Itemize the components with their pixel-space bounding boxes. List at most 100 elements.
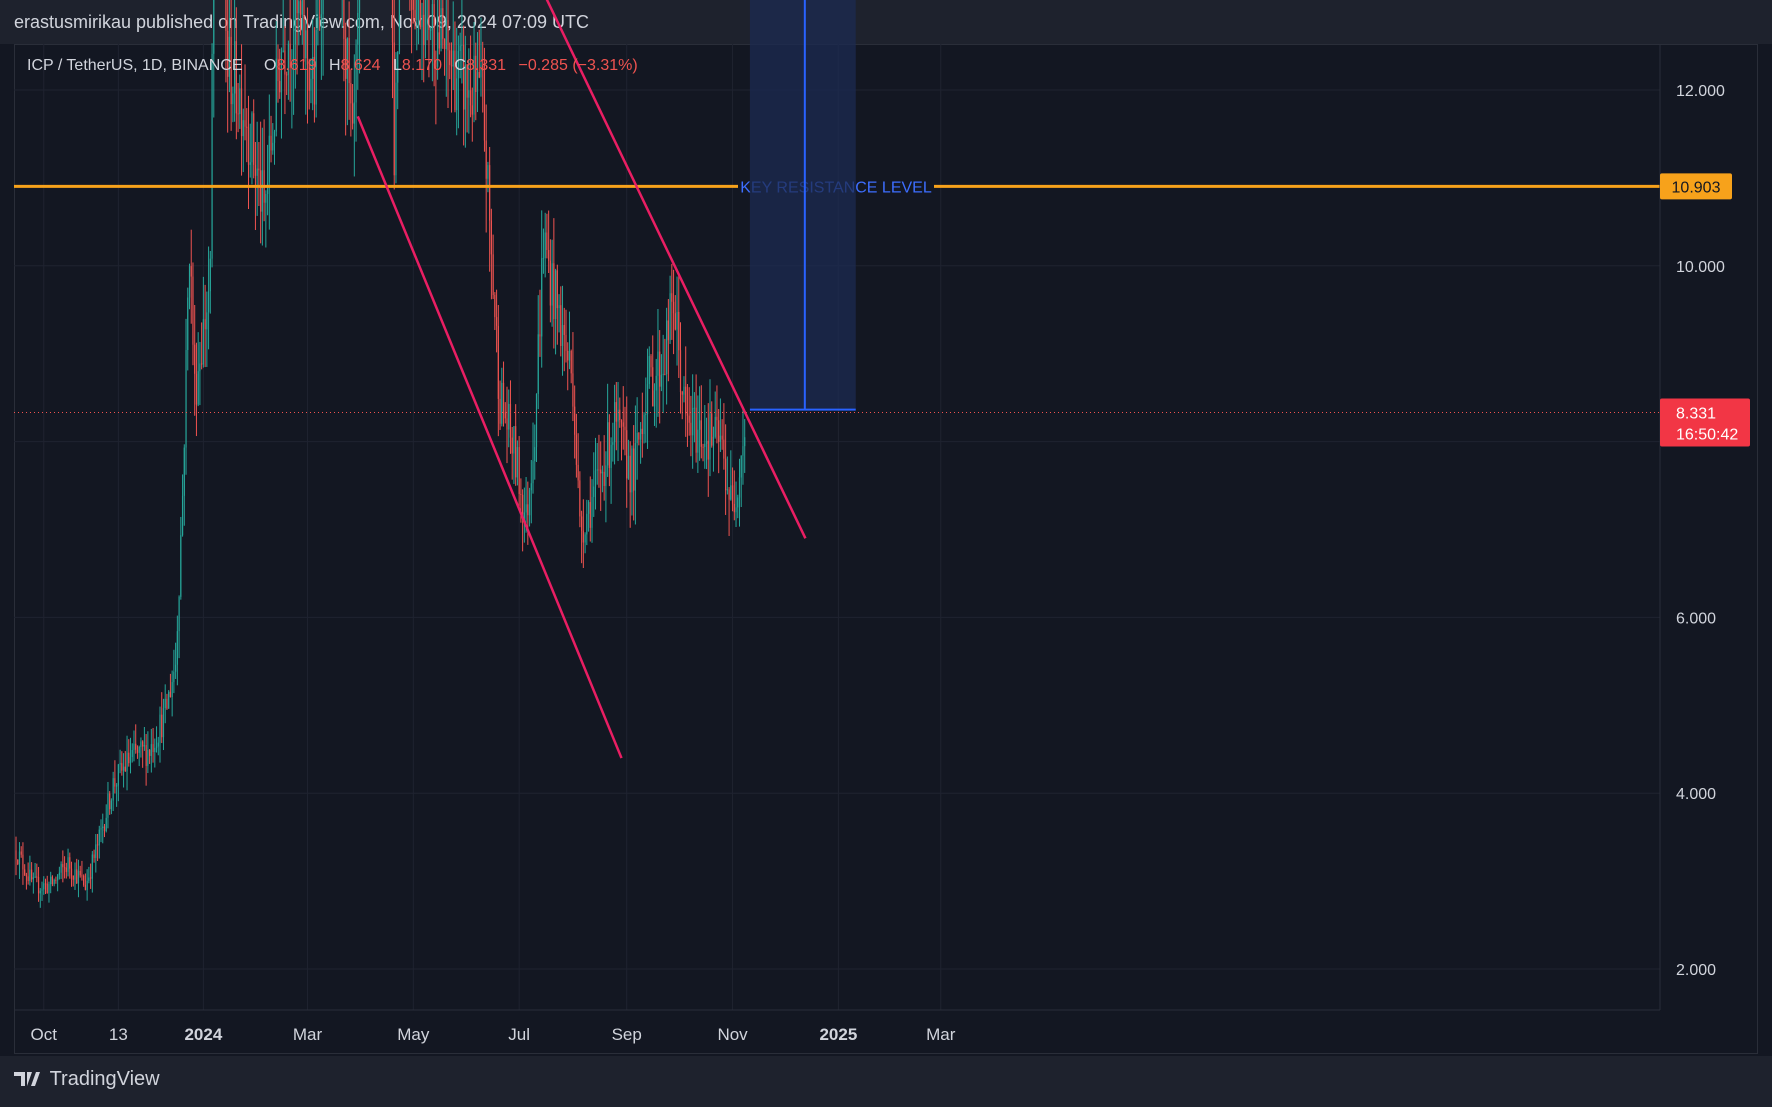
candle bbox=[506, 386, 508, 464]
candle-body bbox=[60, 864, 62, 873]
candle-body bbox=[209, 258, 211, 292]
legend-high: 8.624 bbox=[341, 57, 381, 74]
x-tick-label: Mar bbox=[926, 1025, 956, 1044]
candle-body bbox=[46, 883, 48, 893]
candle-body bbox=[192, 276, 194, 345]
candle-body bbox=[357, 12, 359, 45]
candle-body bbox=[721, 435, 723, 440]
candle bbox=[58, 866, 60, 880]
candle-body bbox=[348, 38, 350, 84]
price-range-measure[interactable]: 12.612 (151.42%) 12,612 bbox=[690, 0, 912, 411]
candle bbox=[239, 74, 241, 129]
candle bbox=[303, 0, 305, 62]
legend-close-label: C bbox=[454, 57, 466, 74]
candle bbox=[440, 0, 442, 52]
candle-body bbox=[197, 371, 199, 405]
candle bbox=[168, 690, 170, 709]
candle-body bbox=[594, 470, 597, 487]
chart-pane[interactable] bbox=[14, 44, 1758, 1054]
candle bbox=[629, 441, 631, 528]
candle-body bbox=[640, 428, 642, 440]
channel-trendline[interactable] bbox=[405, 0, 807, 539]
candle bbox=[322, 0, 324, 76]
candle-body bbox=[204, 319, 206, 330]
candle-body bbox=[63, 867, 66, 869]
candle-body bbox=[617, 409, 619, 422]
tradingview-brand[interactable]: ​ TradingView bbox=[14, 1068, 160, 1091]
candle bbox=[355, 39, 357, 142]
candle-body bbox=[105, 817, 107, 832]
candle-body bbox=[659, 351, 661, 387]
candle bbox=[473, 21, 475, 123]
candle-body bbox=[499, 398, 501, 424]
candle bbox=[225, 0, 227, 83]
candle-body bbox=[103, 826, 106, 832]
candle-body bbox=[648, 356, 650, 385]
candle bbox=[155, 726, 158, 753]
candle-body bbox=[65, 867, 67, 872]
candle-body bbox=[490, 220, 492, 255]
candle bbox=[103, 823, 106, 838]
candle-body bbox=[178, 596, 180, 632]
candle bbox=[86, 869, 88, 901]
y-tick-label: 12.000 bbox=[1676, 83, 1725, 100]
channel-trendline[interactable] bbox=[356, 115, 623, 759]
candle-body bbox=[428, 0, 430, 30]
candle-body bbox=[131, 750, 133, 758]
candle-body bbox=[268, 135, 270, 183]
candle bbox=[178, 595, 180, 659]
candle bbox=[725, 424, 727, 515]
candle-body bbox=[600, 469, 602, 474]
candle bbox=[317, 0, 319, 46]
candle-body bbox=[714, 416, 716, 437]
candle bbox=[287, 40, 289, 100]
candle-body bbox=[627, 455, 630, 479]
candle-body bbox=[109, 793, 111, 810]
candle-body bbox=[310, 78, 312, 91]
candle bbox=[528, 487, 531, 527]
candle bbox=[256, 121, 258, 216]
candle-body bbox=[305, 30, 307, 59]
measure-box[interactable] bbox=[749, 0, 856, 410]
candle-body bbox=[737, 497, 739, 508]
candle-body bbox=[355, 44, 357, 103]
candle bbox=[39, 888, 41, 908]
candle bbox=[313, 27, 316, 123]
candle-body bbox=[83, 875, 85, 885]
candle bbox=[228, 0, 231, 93]
candle-body bbox=[298, 1, 300, 14]
candle-body bbox=[301, 0, 303, 15]
candle bbox=[419, 0, 421, 30]
candle-body bbox=[539, 334, 541, 337]
candle bbox=[121, 751, 123, 776]
grid bbox=[14, 44, 1660, 1010]
candle-body bbox=[345, 38, 347, 79]
x-tick-label: Sep bbox=[612, 1025, 642, 1044]
candle bbox=[468, 48, 470, 134]
candle-body bbox=[84, 884, 86, 890]
candle bbox=[735, 481, 737, 528]
candle-body bbox=[294, 0, 296, 45]
candle-body bbox=[671, 293, 673, 302]
candle-body bbox=[520, 493, 522, 495]
candle bbox=[443, 38, 446, 76]
candle-body bbox=[561, 325, 564, 346]
candle bbox=[201, 322, 203, 370]
candle-body bbox=[25, 875, 28, 877]
candle-body bbox=[88, 877, 90, 881]
candle-body bbox=[41, 889, 43, 891]
candle-body bbox=[695, 407, 697, 453]
legend-change: −0.285 (−3.31%) bbox=[518, 57, 637, 74]
descending-channel[interactable] bbox=[356, 0, 807, 759]
candle bbox=[418, 0, 420, 45]
price-chart[interactable]: POSSIBLE TARGETKEY RESISTANCE LEVEL 12.6… bbox=[0, 0, 1772, 1056]
y-tick-label: 4.000 bbox=[1676, 786, 1716, 803]
candle-body bbox=[251, 113, 253, 163]
candle-body bbox=[645, 413, 647, 415]
x-tick-label: Mar bbox=[293, 1025, 323, 1044]
candle-body bbox=[634, 443, 636, 491]
candle bbox=[202, 276, 204, 368]
candle bbox=[286, 71, 288, 96]
candle-body bbox=[605, 465, 607, 486]
candle bbox=[636, 397, 638, 480]
